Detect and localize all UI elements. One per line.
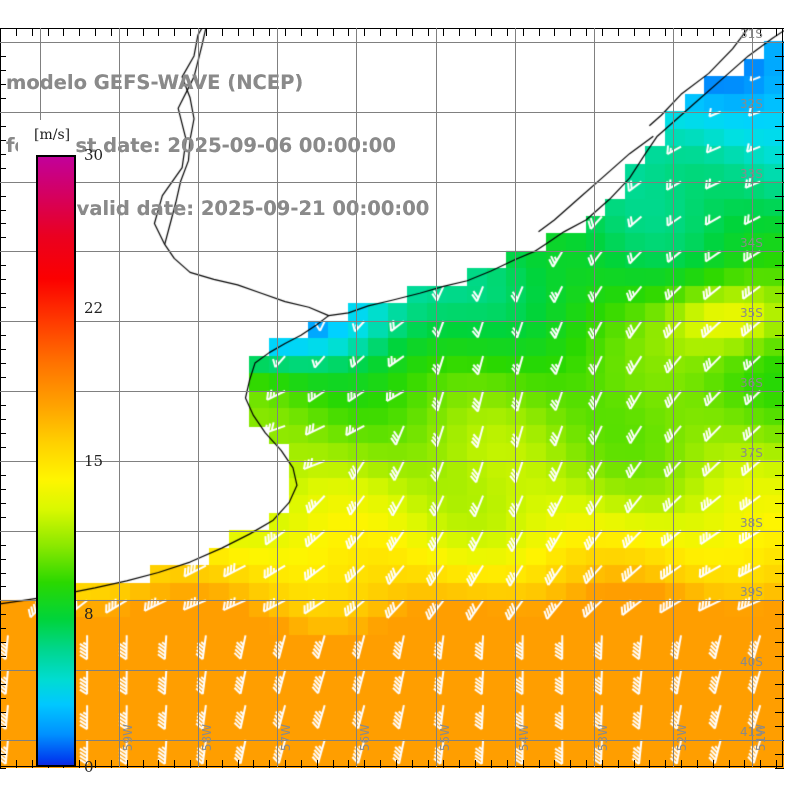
latitude-label: 40S — [740, 655, 763, 669]
colorbar-unit-label: [m/s] — [34, 127, 71, 143]
colorbar-value-label: 15 — [84, 452, 104, 470]
latitude-label: 36S — [740, 376, 763, 390]
latitude-label: 35S — [740, 306, 763, 320]
latitude-label: 38S — [740, 516, 763, 530]
colorbar-value-label: 0 — [84, 758, 94, 776]
axis-tick — [0, 768, 6, 769]
longitude-label: 58W — [200, 724, 214, 752]
longitude-label: 53W — [596, 724, 610, 752]
map-plot-area[interactable] — [0, 28, 784, 768]
latitude-label: 41S — [740, 725, 763, 739]
colorbar-value-label: 22 — [84, 299, 104, 317]
title-line-forecast-date: forecast date: 2025-09-06 00:00:00 — [6, 134, 396, 157]
title-line-model: modelo GEFS-WAVE (NCEP) — [6, 71, 304, 94]
longitude-label: 57W — [279, 724, 293, 752]
colorbar-value-label: 8 — [84, 605, 94, 623]
longitude-label: 56W — [358, 724, 372, 752]
title-line-valid-date: valid date: 2025-09-21 00:00:00 — [76, 197, 430, 220]
title-block: modelo GEFS-WAVE (NCEP) forecast date: 2… — [6, 30, 500, 261]
longitude-label: 52W — [675, 724, 689, 752]
latitude-label: 37S — [740, 446, 763, 460]
latitude-label: 32S — [740, 97, 763, 111]
colorbar-value-label: 30 — [84, 146, 104, 164]
latitude-label: 34S — [740, 236, 763, 250]
latitude-label: 31S — [740, 27, 763, 41]
latitude-label: 33S — [740, 167, 763, 181]
wind-speed-heatmap-canvas[interactable] — [0, 28, 784, 768]
longitude-label: 54W — [517, 724, 531, 752]
axis-tick — [775, 768, 784, 769]
longitude-label: 55W — [438, 724, 452, 752]
latitude-label: 39S — [740, 585, 763, 599]
colorbar-backdrop — [18, 120, 76, 160]
colorbar-gradient[interactable] — [36, 155, 76, 767]
longitude-label: 59W — [121, 724, 135, 752]
